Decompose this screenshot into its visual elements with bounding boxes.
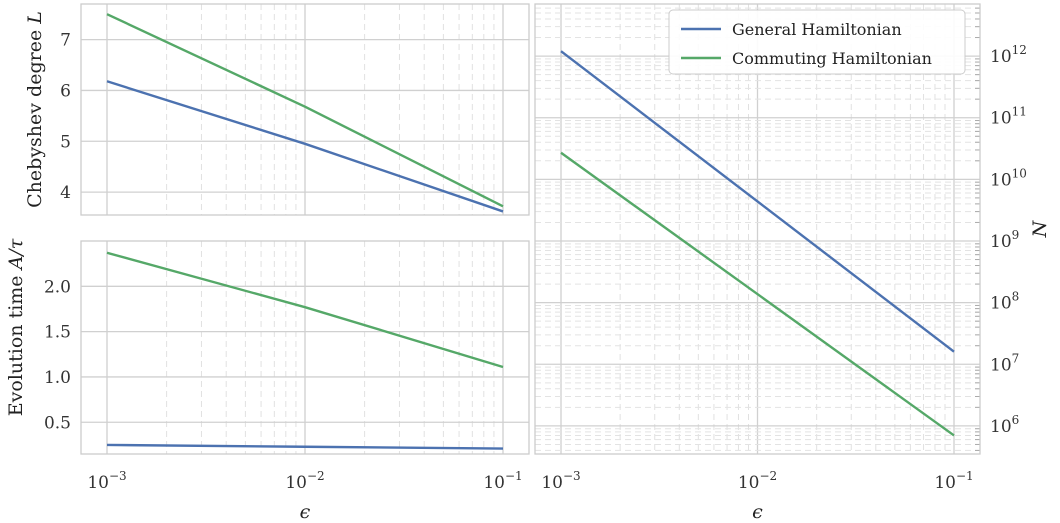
- series-line: [560, 151, 955, 437]
- y-axis-label: N: [1029, 219, 1051, 238]
- chebyshev-degree-panel: 4 5 6 7 Chebyshev degree L: [24, 3, 530, 216]
- y-tick-label: 0.5: [44, 413, 71, 433]
- legend-box: [668, 9, 966, 75]
- series-line: [106, 443, 504, 450]
- evolution-time-panel: 0.5 1.0 1.5 2.0 Evolution time A/τ 10−3 10−2 10…: [5, 238, 530, 523]
- y-tick-label: 108: [990, 290, 1019, 314]
- axes-frame: [80, 240, 530, 455]
- legend-entry: Commuting Hamiltonian: [732, 49, 932, 68]
- y-tick-label: 7: [60, 31, 71, 51]
- series-line: [560, 50, 955, 353]
- series-line: [106, 80, 504, 213]
- x-tick-label: 10−1: [934, 469, 973, 493]
- y-tick-label: 1010: [990, 166, 1027, 190]
- x-axis-label: ϵ: [752, 501, 763, 523]
- y-tick-label: 107: [990, 351, 1019, 375]
- y-tick-label: 2.0: [44, 277, 71, 297]
- y-axis-label: Evolution time A/τ: [5, 238, 27, 416]
- y-tick-label: 1011: [990, 105, 1027, 129]
- y-tick-label: 1012: [990, 43, 1027, 67]
- series-line: [106, 13, 504, 208]
- x-tick-label: 10−2: [738, 469, 777, 493]
- y-tick-label: 1.5: [44, 323, 71, 343]
- y-axis-label: Chebyshev degree L: [24, 11, 46, 208]
- y-tick-label: 5: [60, 132, 71, 152]
- x-axis-label: ϵ: [300, 501, 311, 523]
- x-tick-label: 10−3: [87, 469, 126, 493]
- axes-frame: [80, 3, 530, 216]
- y-tick-label: 4: [60, 183, 71, 203]
- legend: General Hamiltonian Commuting Hamiltonian: [668, 9, 966, 75]
- x-tick-label: 10−1: [483, 469, 522, 493]
- y-tick-label: 109: [990, 228, 1019, 252]
- series-line: [106, 251, 504, 369]
- x-tick-label: 10−3: [541, 469, 580, 493]
- x-tick-label: 10−2: [285, 469, 324, 493]
- axes-frame: [534, 3, 981, 455]
- legend-entry: General Hamiltonian: [732, 20, 902, 39]
- y-tick-label: 6: [60, 81, 71, 101]
- resource-count-panel: 106 107 108 109 1010 1011 1012 10−3 10−2 10−1 ϵ N: [534, 3, 1051, 523]
- y-tick-label: 106: [990, 413, 1019, 437]
- y-tick-label: 1.0: [44, 368, 71, 388]
